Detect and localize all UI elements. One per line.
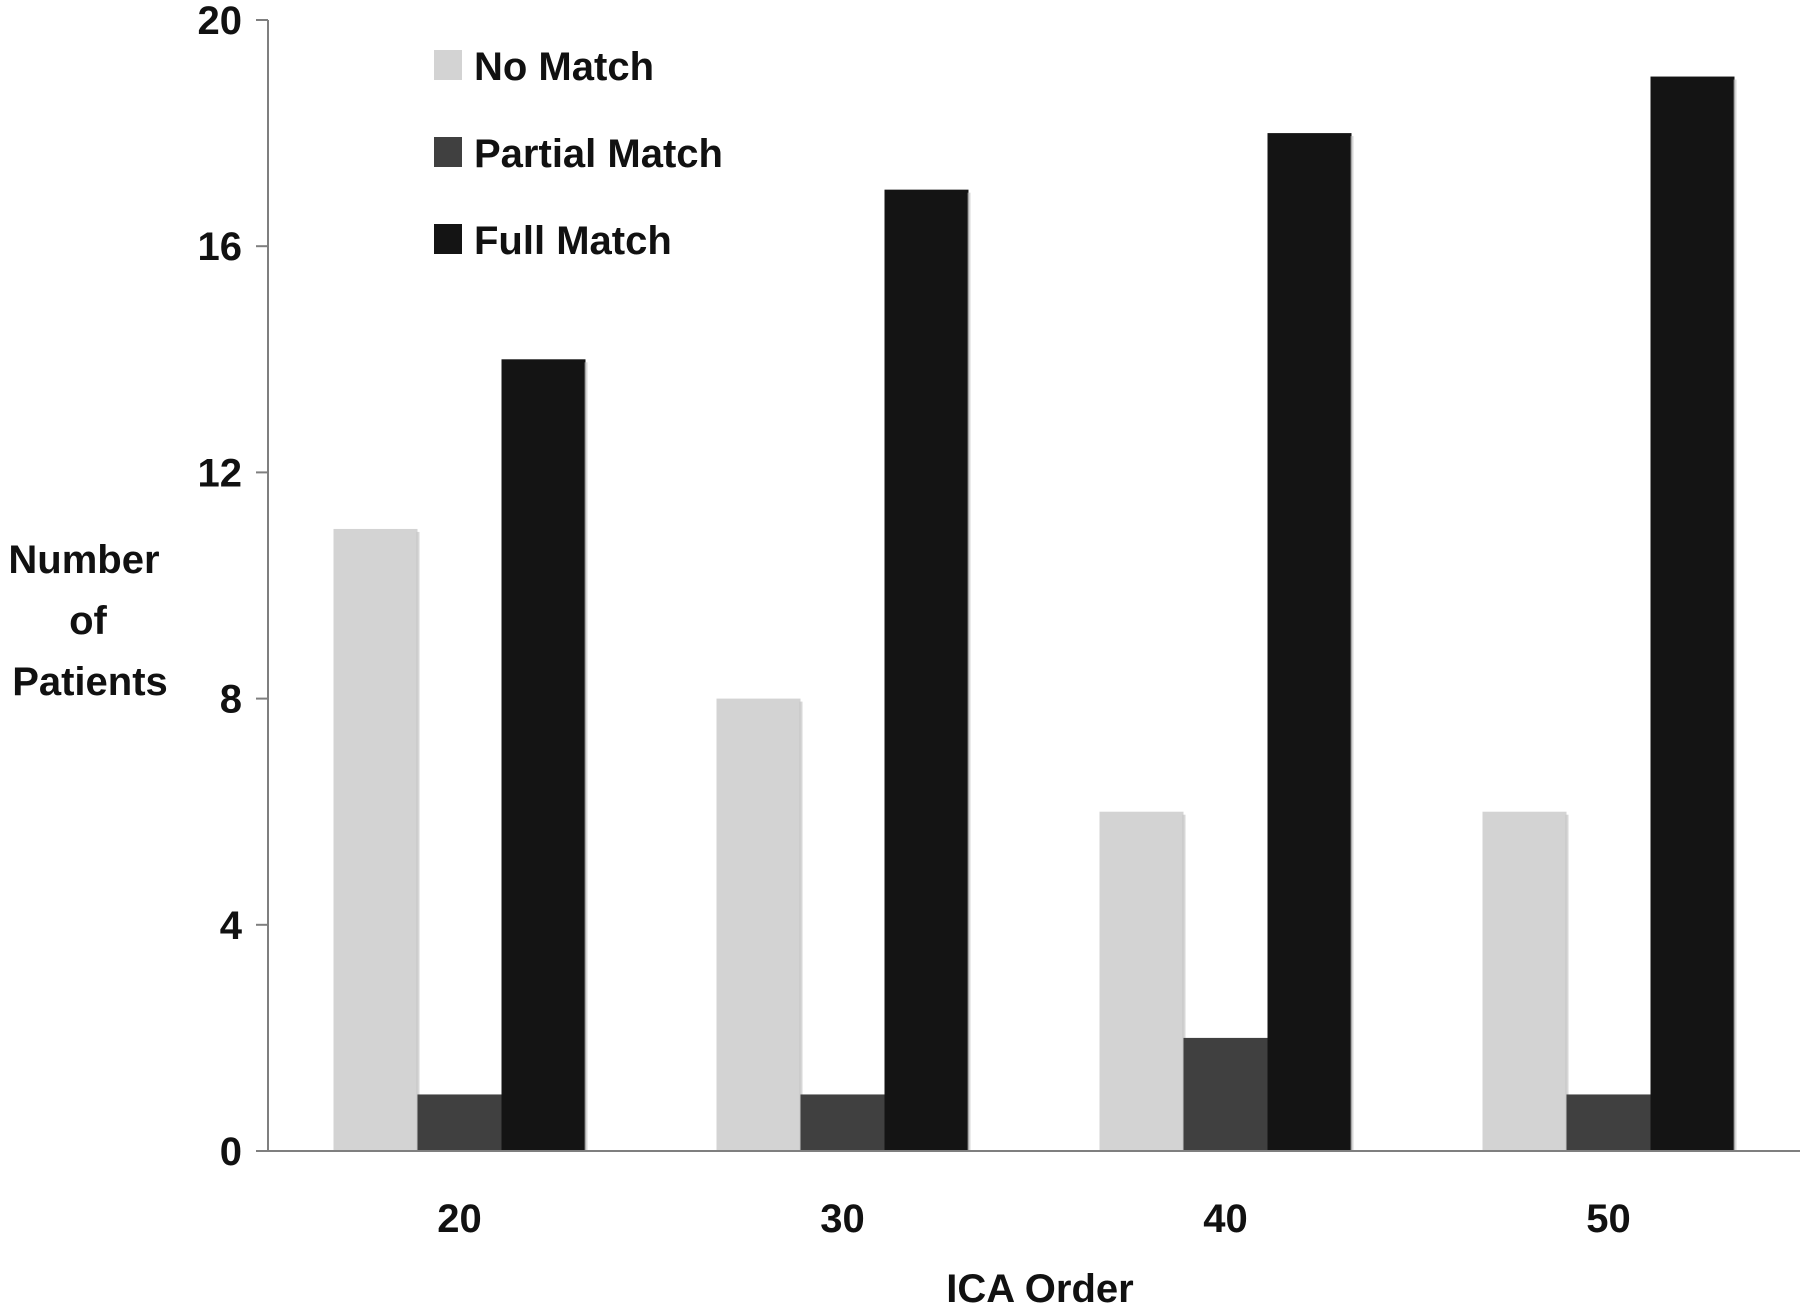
y-tick-label: 8 bbox=[220, 678, 242, 722]
bar-edge-shadow bbox=[799, 701, 803, 1151]
bar-no-match-20 bbox=[333, 528, 418, 1151]
legend-swatch-partial-match bbox=[434, 137, 462, 167]
bar-partial-match-50 bbox=[1566, 1094, 1651, 1151]
legend-swatch-no-match bbox=[434, 50, 462, 80]
x-axis-title: ICA Order bbox=[946, 1267, 1133, 1306]
y-tick-label: 0 bbox=[220, 1130, 242, 1174]
y-tick-label: 20 bbox=[198, 0, 243, 43]
axes-group bbox=[267, 20, 1800, 1152]
bar-no-match-40 bbox=[1099, 811, 1184, 1151]
legend: No Match Partial Match Full Match bbox=[434, 45, 723, 263]
bar-edge-shadow bbox=[1182, 814, 1186, 1151]
y-tick-label: 16 bbox=[198, 225, 243, 269]
bar-partial-match-30 bbox=[800, 1094, 885, 1151]
bars-group bbox=[333, 76, 1737, 1152]
y-axis-title-line-2: of bbox=[69, 599, 107, 643]
bar-full-match-50 bbox=[1650, 76, 1735, 1151]
y-tick-label: 12 bbox=[198, 451, 243, 495]
legend-label-full-match: Full Match bbox=[474, 219, 672, 263]
x-tick-label: 20 bbox=[437, 1197, 482, 1241]
legend-label-no-match: No Match bbox=[474, 45, 654, 89]
y-tick-label: 4 bbox=[220, 904, 243, 948]
bar-full-match-40 bbox=[1267, 133, 1352, 1152]
bar-edge-shadow bbox=[967, 192, 971, 1151]
bar-edge-shadow bbox=[1733, 79, 1737, 1151]
x-tick-label: 30 bbox=[820, 1197, 865, 1241]
bar-partial-match-40 bbox=[1183, 1037, 1268, 1151]
bar-edge-shadow bbox=[584, 362, 588, 1151]
bar-no-match-50 bbox=[1482, 811, 1567, 1151]
bar-full-match-20 bbox=[501, 359, 586, 1151]
x-tick-label: 50 bbox=[1586, 1197, 1631, 1241]
x-ticks-group: 20 30 40 50 bbox=[437, 1197, 1631, 1241]
y-axis-title: Number of Patients bbox=[8, 538, 167, 704]
bar-edge-shadow bbox=[1350, 136, 1354, 1152]
legend-label-partial-match: Partial Match bbox=[474, 132, 723, 176]
y-axis-title-line-3: Patients bbox=[12, 660, 168, 704]
legend-swatch-full-match bbox=[434, 224, 462, 254]
y-axis-title-line-1: Number bbox=[8, 538, 159, 582]
bar-edge-shadow bbox=[416, 531, 420, 1151]
bar-partial-match-20 bbox=[417, 1094, 502, 1151]
y-ticks-group: 0 4 8 12 16 20 bbox=[198, 0, 268, 1174]
bar-full-match-30 bbox=[884, 189, 969, 1151]
x-tick-label: 40 bbox=[1203, 1197, 1248, 1241]
bar-edge-shadow bbox=[1565, 814, 1569, 1151]
bar-no-match-30 bbox=[716, 698, 801, 1151]
